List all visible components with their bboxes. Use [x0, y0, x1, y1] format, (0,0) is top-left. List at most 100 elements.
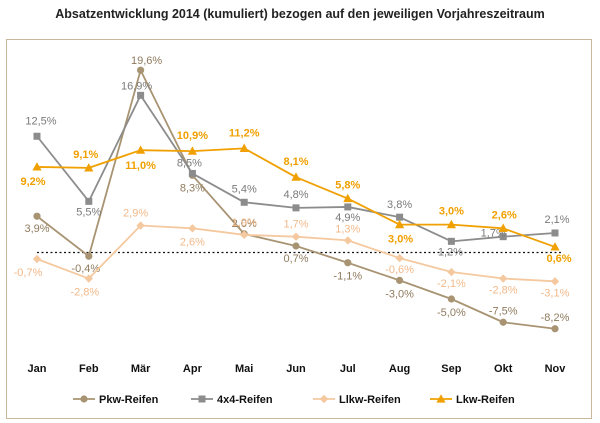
data-point-llkw-reifen-4	[240, 230, 249, 240]
data-point-4x4-reifen-0	[33, 132, 41, 140]
chart-title: Absatzentwicklung 2014 (kumuliert) bezog…	[55, 7, 545, 21]
x-tick-label-sep: Sep	[441, 363, 461, 375]
legend-marker-lkw-reifen	[436, 394, 446, 403]
data-label-llkw-reifen-7: -0,6%	[385, 264, 414, 276]
data-point-lkw-reifen-3	[187, 146, 197, 155]
data-label-lkw-reifen-9: 2,6%	[492, 209, 517, 221]
data-label-pkw-reifen-5: 0,7%	[283, 253, 308, 265]
data-label-pkw-reifen-3: 8,3%	[180, 182, 205, 194]
x-tick-label-feb: Feb	[79, 363, 99, 375]
data-label-pkw-reifen-7: -3,0%	[385, 288, 414, 300]
legend-label-4x4-reifen: 4x4-Reifen	[217, 394, 273, 406]
data-label-pkw-reifen-10: -8,2%	[541, 312, 570, 324]
data-label-llkw-reifen-6: 1,3%	[335, 223, 360, 235]
data-label-llkw-reifen-4: 1,9%	[232, 217, 257, 229]
data-label-lkw-reifen-3: 10,9%	[177, 130, 208, 142]
x-tick-label-jan: Jan	[28, 363, 47, 375]
data-point-pkw-reifen-1	[85, 252, 93, 260]
data-label-llkw-reifen-5: 1,7%	[283, 219, 308, 231]
x-tick-label-aug: Aug	[389, 363, 410, 375]
data-label-4x4-reifen-2: 16,9%	[121, 80, 152, 92]
data-label-pkw-reifen-0: 3,9%	[24, 223, 49, 235]
data-point-lkw-reifen-10	[550, 242, 560, 251]
data-label-lkw-reifen-5: 8,1%	[283, 156, 308, 168]
data-label-4x4-reifen-8: 1,2%	[438, 246, 463, 258]
data-label-4x4-reifen-0: 12,5%	[25, 115, 56, 127]
data-label-pkw-reifen-8: -5,0%	[437, 307, 466, 319]
data-point-llkw-reifen-0	[32, 254, 42, 264]
x-tick-label-mär: Mär	[131, 363, 151, 375]
data-label-4x4-reifen-7: 3,8%	[387, 199, 412, 211]
data-label-lkw-reifen-6: 5,8%	[335, 180, 360, 192]
data-point-pkw-reifen-6	[344, 259, 352, 267]
data-point-lkw-reifen-9	[498, 223, 508, 232]
data-label-llkw-reifen-8: -2,1%	[437, 278, 466, 290]
data-point-4x4-reifen-2	[137, 91, 145, 99]
data-label-pkw-reifen-1: -0,4%	[71, 263, 100, 275]
data-label-lkw-reifen-1: 9,1%	[73, 149, 98, 161]
data-point-pkw-reifen-2	[137, 66, 145, 74]
x-tick-label-jul: Jul	[340, 363, 356, 375]
data-point-lkw-reifen-0	[32, 162, 42, 171]
data-label-lkw-reifen-10: 0,6%	[546, 253, 571, 265]
x-tick-label-nov: Nov	[545, 363, 567, 375]
data-label-lkw-reifen-8: 3,0%	[439, 206, 464, 218]
data-point-pkw-reifen-9	[499, 318, 507, 326]
data-point-4x4-reifen-4	[240, 198, 248, 206]
data-point-llkw-reifen-6	[343, 236, 352, 245]
data-point-llkw-reifen-8	[447, 267, 456, 277]
data-label-llkw-reifen-2: 2,9%	[123, 208, 148, 220]
data-point-4x4-reifen-6	[344, 203, 352, 211]
data-point-pkw-reifen-5	[292, 242, 300, 250]
x-tick-label-okt: Okt	[494, 363, 513, 375]
legend-label-llkw-reifen: Llkw-Reifen	[339, 394, 401, 406]
data-point-4x4-reifen-5	[292, 204, 300, 212]
data-point-pkw-reifen-8	[447, 295, 455, 303]
x-tick-label-apr: Apr	[183, 363, 203, 375]
chart-frame	[6, 39, 592, 419]
data-point-lkw-reifen-7	[395, 219, 405, 229]
data-label-4x4-reifen-5: 4,8%	[283, 189, 308, 201]
legend-marker-pkw-reifen	[80, 395, 88, 403]
data-point-pkw-reifen-10	[551, 325, 559, 333]
x-tick-label-jun: Jun	[286, 363, 306, 375]
data-point-llkw-reifen-9	[499, 274, 508, 283]
data-point-4x4-reifen-9	[499, 233, 507, 241]
data-point-lkw-reifen-2	[136, 145, 146, 154]
data-label-lkw-reifen-0: 9,2%	[20, 176, 45, 188]
data-label-lkw-reifen-2: 11,0%	[125, 160, 156, 172]
data-point-lkw-reifen-1	[84, 163, 94, 172]
data-label-4x4-reifen-3: 8,5%	[177, 157, 202, 169]
data-point-llkw-reifen-5	[291, 232, 301, 241]
data-label-pkw-reifen-2: 19,6%	[131, 55, 162, 67]
data-label-4x4-reifen-4: 5,4%	[232, 183, 257, 195]
data-point-llkw-reifen-7	[395, 253, 404, 263]
data-point-pkw-reifen-7	[396, 276, 404, 284]
data-label-lkw-reifen-4: 11,2%	[229, 127, 260, 139]
data-label-4x4-reifen-10: 2,1%	[544, 214, 569, 226]
legend-label-lkw-reifen: Lkw-Reifen	[456, 394, 515, 406]
data-point-llkw-reifen-1	[84, 274, 93, 283]
data-label-lkw-reifen-7: 3,0%	[388, 234, 413, 246]
data-point-lkw-reifen-4	[239, 143, 249, 152]
data-label-llkw-reifen-9: -2,8%	[489, 285, 518, 297]
data-label-llkw-reifen-0: -0,7%	[14, 267, 43, 279]
data-label-llkw-reifen-1: -2,8%	[70, 287, 99, 299]
legend-marker-4x4-reifen	[198, 395, 206, 403]
data-label-pkw-reifen-4: 2,0%	[232, 218, 257, 230]
x-tick-label-mai: Mai	[235, 363, 253, 375]
data-point-4x4-reifen-10	[551, 229, 559, 237]
data-point-lkw-reifen-5	[291, 172, 301, 181]
data-label-4x4-reifen-6: 4,9%	[335, 212, 360, 224]
data-label-4x4-reifen-1: 5,5%	[76, 206, 101, 218]
data-point-4x4-reifen-1	[85, 197, 93, 205]
legend-label-pkw-reifen: Pkw-Reifen	[99, 394, 159, 406]
data-point-lkw-reifen-6	[343, 193, 353, 203]
data-point-4x4-reifen-7	[396, 213, 404, 221]
data-label-llkw-reifen-10: -3,1%	[541, 287, 570, 299]
data-point-llkw-reifen-3	[188, 224, 197, 233]
data-point-lkw-reifen-8	[446, 219, 456, 229]
legend-marker-llkw-reifen	[319, 394, 329, 404]
